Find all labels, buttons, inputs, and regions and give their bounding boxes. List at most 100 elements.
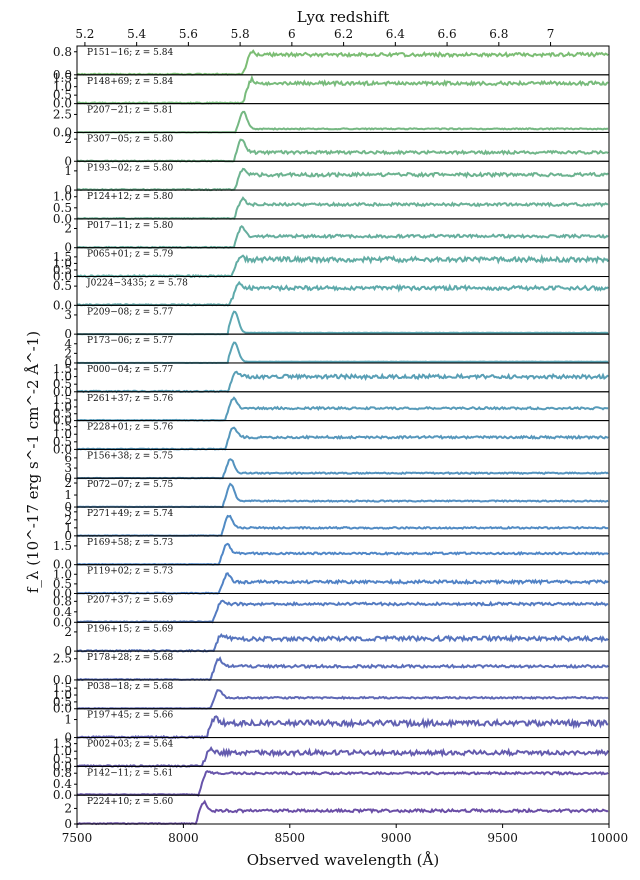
top-tick-label: 5.6 <box>179 27 198 41</box>
spectrum-line <box>76 656 609 682</box>
y-tick-label: 0.0 <box>53 125 72 139</box>
y-tick-label: 1.0 <box>53 688 72 702</box>
y-tick-label: 1.5 <box>53 737 72 751</box>
top-axis-label: Lyα redshift <box>297 8 389 26</box>
y-tick-label: 1 <box>64 488 72 502</box>
y-tick-label: 0.4 <box>53 777 72 791</box>
spectrum-panel: 0 2 P224+10; z = 5.60 <box>64 794 610 831</box>
y-tick-label: 2 <box>64 476 72 490</box>
x-tick-label: 9000 <box>381 831 412 845</box>
y-tick-label: 0 <box>64 817 72 831</box>
y-tick-label: 0 <box>64 356 72 370</box>
x-tick-label: 10000 <box>590 831 628 845</box>
panel-name: J0224−3435; z = 5.78 <box>86 279 188 289</box>
y-tick-label: 2 <box>64 513 72 527</box>
y-tick-label: 0.5 <box>53 377 72 391</box>
y-tick-label: 0 <box>64 327 72 341</box>
top-tick-label: 6.4 <box>386 27 405 41</box>
x-axis-label: Observed wavelength (Å) <box>247 851 439 869</box>
top-redshift-axis: 5.2 5.4 5.6 5.8 6 6.2 6.4 6.6 6.8 7 <box>75 27 554 46</box>
y-tick-label: 1 <box>64 521 72 535</box>
y-tick-label: 0 <box>64 500 72 514</box>
y-tick-label: 0.0 <box>53 212 72 226</box>
y-tick-label: 2.5 <box>53 652 72 666</box>
y-tick-label: 0.5 <box>53 407 72 421</box>
y-tick-label: 2 <box>64 221 72 235</box>
y-tick-label: 2 <box>64 625 72 639</box>
y-tick-label: 0.0 <box>53 788 72 802</box>
y-tick-label: 0.0 <box>53 759 72 773</box>
y-tick-label: 0.0 <box>53 298 72 312</box>
panel-name: P224+10; z = 5.60 <box>87 797 173 807</box>
panel-name: P017−11; z = 5.80 <box>87 221 173 231</box>
spectrum-panel: 0.00.51.01.5 P000−04; z = 5.77 <box>53 362 610 399</box>
y-tick-label: 0.0 <box>53 673 72 687</box>
spectrum-line <box>76 633 609 653</box>
y-tick-label: 2 <box>64 346 72 360</box>
y-tick-label: 2.5 <box>53 107 72 121</box>
spectrum-line <box>76 74 609 105</box>
bottom-wavelength-axis: 7500 8000 8500 9000 9500 10000 <box>62 824 628 845</box>
y-tick-label: 1.5 <box>53 71 72 85</box>
y-tick-label: 1.0 <box>53 427 72 441</box>
y-tick-label: 0.0 <box>53 586 72 600</box>
y-tick-label: 0.5 <box>53 88 72 102</box>
y-tick-label: 1.0 <box>53 80 72 94</box>
y-tick-label: 1.0 <box>53 744 72 758</box>
x-tick-label: 7500 <box>62 831 93 845</box>
panel-name: P142−11; z = 5.61 <box>87 768 173 778</box>
y-axis-label: f_λ (10^-17 erg s^-1 cm^-2 Å^-1) <box>24 331 42 593</box>
y-tick-label: 1.0 <box>53 190 72 204</box>
y-tick-label: 0.5 <box>53 577 72 591</box>
y-tick-label: 0.0 <box>53 615 72 629</box>
y-tick-label: 2 <box>64 801 72 815</box>
y-tick-label: 0.0 <box>53 702 72 716</box>
y-tick-label: 0 <box>64 644 72 658</box>
top-tick-label: 5.4 <box>127 27 146 41</box>
panel-name: P197+45; z = 5.66 <box>87 711 173 721</box>
panel-name: P173−06; z = 5.77 <box>87 336 173 346</box>
y-tick-label: 0.8 <box>53 594 72 608</box>
y-tick-label: 1 <box>64 713 72 727</box>
y-tick-label: 1.5 <box>53 420 72 434</box>
y-tick-label: 1.0 <box>53 567 72 581</box>
y-tick-label: 0.5 <box>53 279 72 293</box>
panel-name: P307−05; z = 5.80 <box>87 134 173 144</box>
panel-name: P228+01; z = 5.76 <box>87 423 173 433</box>
y-tick-label: 0 <box>64 154 72 168</box>
spectrum-line <box>76 770 609 797</box>
y-tick-label: 1.5 <box>53 250 72 264</box>
x-tick-label: 9500 <box>487 831 518 845</box>
y-tick-label: 0.8 <box>53 45 72 59</box>
panel-name: P196+15; z = 5.69 <box>87 624 173 634</box>
y-tick-label: 0.0 <box>53 68 72 82</box>
y-tick-label: 2 <box>64 132 72 146</box>
y-tick-label: 0.5 <box>53 435 72 449</box>
panel-name: P119+02; z = 5.73 <box>87 567 173 577</box>
panel-name: P207−21; z = 5.81 <box>87 106 173 116</box>
top-tick-label: 6 <box>288 27 296 41</box>
y-tick-label: 0.0 <box>53 385 72 399</box>
panel-name: P261+37; z = 5.76 <box>87 394 173 404</box>
y-tick-label: 0.4 <box>53 605 72 619</box>
panel-frame <box>76 794 610 825</box>
spectra-panels: 0.00.8 P151−16; z = 5.840.00.51.01.5 P148+… <box>53 45 610 831</box>
spectrum-line <box>76 745 610 768</box>
panel-name: P151−16; z = 5.84 <box>87 48 173 58</box>
y-tick-label: 1.5 <box>53 539 72 553</box>
panel-name: P000−04; z = 5.77 <box>87 365 173 375</box>
top-tick-label: 6.8 <box>489 27 508 41</box>
y-tick-label: 0 <box>64 183 72 197</box>
x-tick-label: 8000 <box>168 831 199 845</box>
spectrum-line <box>76 458 609 480</box>
y-tick-label: 0 <box>64 471 72 485</box>
y-tick-label: 3 <box>64 308 72 322</box>
panel-name: P207+37; z = 5.69 <box>87 595 173 605</box>
panel-name: P209−08; z = 5.77 <box>87 307 173 317</box>
y-tick-label: 0.0 <box>53 558 72 572</box>
panel-name: P038−18; z = 5.68 <box>87 682 173 692</box>
y-tick-label: 0.0 <box>53 442 72 456</box>
y-tick-label: 0.5 <box>53 695 72 709</box>
y-tick-label: 6 <box>64 451 72 465</box>
y-tick-label: 0.5 <box>53 201 72 215</box>
